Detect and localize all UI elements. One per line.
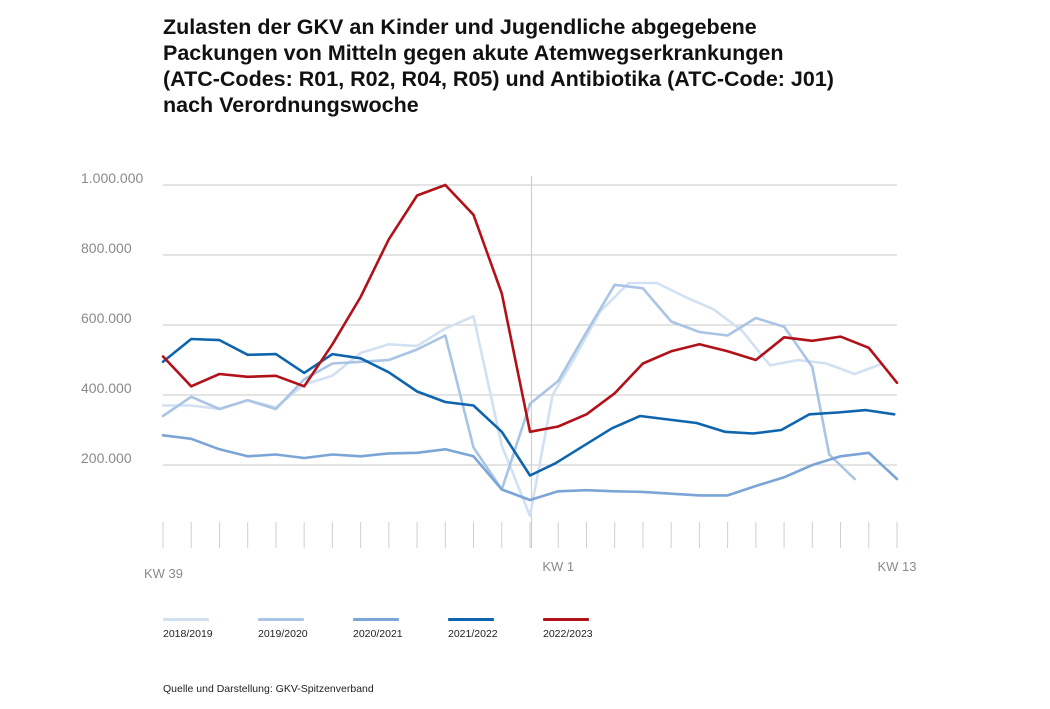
legend-swatch bbox=[258, 618, 304, 621]
x-tick-label-2: KW 13 bbox=[877, 559, 916, 574]
legend-item-2022-2023: 2022/2023 bbox=[543, 618, 623, 640]
y-tick-label-0: 200.000 bbox=[81, 450, 132, 466]
legend-item-2019-2020: 2019/2020 bbox=[258, 618, 338, 640]
y-tick-label-1: 400.000 bbox=[81, 380, 132, 396]
series-line-2021-2022 bbox=[161, 337, 896, 477]
legend-swatch bbox=[353, 618, 399, 621]
chart-title-line-1: Zulasten der GKV an Kinder und Jugendlic… bbox=[163, 15, 757, 39]
y-tick-label-3: 800.000 bbox=[81, 240, 132, 256]
legend-label: 2020/2021 bbox=[353, 628, 403, 640]
chart-title: Zulasten der GKV an Kinder und Jugendlic… bbox=[163, 14, 1023, 118]
chart-title-line-3: (ATC-Codes: R01, R02, R04, R05) und Anti… bbox=[163, 67, 834, 91]
legend-swatch bbox=[448, 618, 494, 621]
series-line-2020-2021 bbox=[161, 434, 899, 502]
source-note: Quelle und Darstellung: GKV-Spitzenverba… bbox=[163, 683, 374, 695]
y-tick-label-2: 600.000 bbox=[81, 310, 132, 326]
chart-title-line-4: nach Verordnungswoche bbox=[163, 93, 419, 117]
chart-legend: 2018/2019 2019/2020 2020/2021 2021/2022 2022… bbox=[163, 618, 663, 642]
legend-item-2021-2022: 2021/2022 bbox=[448, 618, 528, 640]
legend-label: 2022/2023 bbox=[543, 628, 593, 640]
x-tick-label-0: KW 39 bbox=[144, 566, 183, 581]
legend-label: 2019/2020 bbox=[258, 628, 308, 640]
x-tick-label-1: KW 1 bbox=[542, 559, 574, 574]
legend-item-2020-2021: 2020/2021 bbox=[353, 618, 433, 640]
legend-label: 2021/2022 bbox=[448, 628, 498, 640]
legend-item-2018-2019: 2018/2019 bbox=[163, 618, 243, 640]
legend-swatch bbox=[543, 618, 589, 621]
legend-label: 2018/2019 bbox=[163, 628, 213, 640]
y-tick-label-4: 1.000.000 bbox=[81, 170, 143, 186]
series-line-2022-2023 bbox=[161, 183, 899, 434]
legend-swatch bbox=[163, 618, 209, 621]
chart-title-line-2: Packungen von Mitteln gegen akute Atemwe… bbox=[163, 41, 784, 65]
series-line-2019-2020 bbox=[161, 283, 856, 491]
